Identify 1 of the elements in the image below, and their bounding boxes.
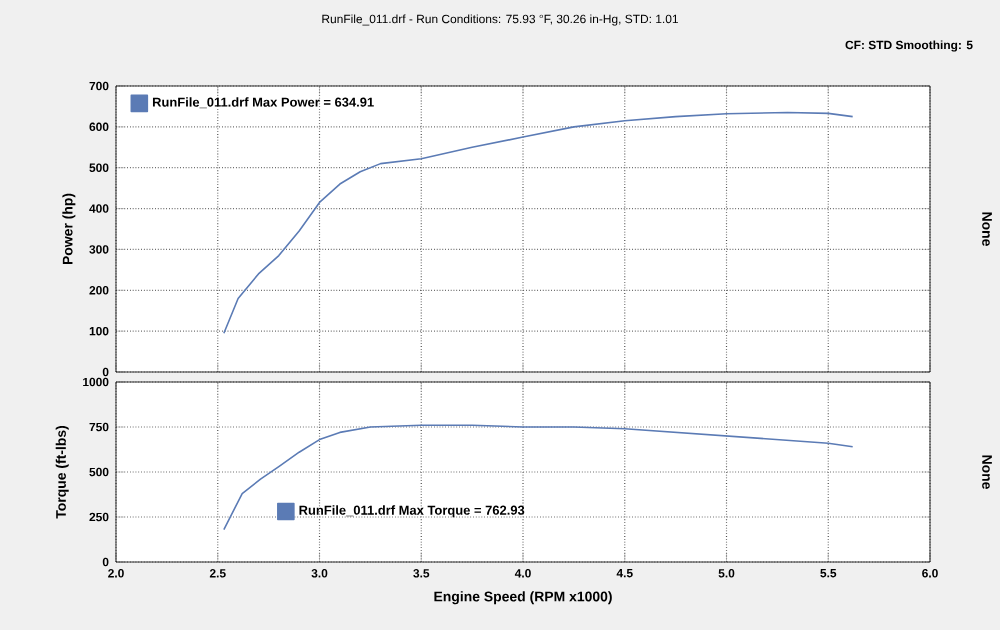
line-series [223,111,854,334]
